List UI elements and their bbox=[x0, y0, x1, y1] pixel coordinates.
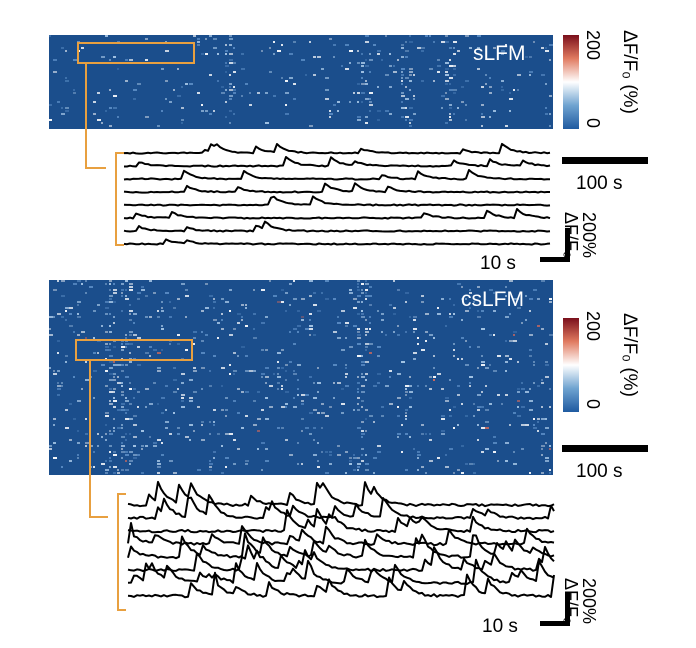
slfm-scale-bar-100s bbox=[562, 157, 648, 164]
cslfm-colorbar-label: ΔF/F₀ (%) bbox=[619, 313, 640, 397]
figure-canvas bbox=[49, 35, 648, 626]
cslfm-colorbar-max: 200 bbox=[583, 311, 603, 342]
slfm-title: sLFM bbox=[473, 42, 526, 65]
cslfm-inset-amp-bar bbox=[565, 592, 570, 626]
slfm-colorbar-max: 200 bbox=[583, 30, 603, 61]
cslfm-inset-time-label: 10 s bbox=[482, 616, 518, 637]
activity-trace bbox=[124, 156, 551, 168]
slfm-inset-amp-bar bbox=[565, 228, 570, 262]
slfm-highlight-box bbox=[77, 42, 195, 64]
activity-trace bbox=[127, 544, 555, 573]
slfm-colorbar bbox=[563, 35, 579, 129]
activity-trace bbox=[127, 494, 555, 521]
activity-trace bbox=[123, 182, 550, 194]
cslfm-highlight-box bbox=[75, 339, 193, 361]
cslfm-inset-time-bar bbox=[540, 621, 570, 626]
slfm-inset-time-label: 10 s bbox=[480, 253, 516, 274]
slfm-scale-bar-label: 100 s bbox=[576, 173, 623, 194]
cslfm-heatmap-pixels bbox=[49, 280, 553, 474]
cslfm-inset-amp-label: 200% ΔF/F₀ bbox=[561, 578, 599, 625]
panel-slfm bbox=[49, 35, 648, 262]
activity-trace bbox=[123, 169, 551, 181]
activity-trace bbox=[127, 480, 555, 508]
cslfm-trace-bracket bbox=[117, 493, 126, 611]
cslfm-traces bbox=[127, 480, 555, 599]
activity-trace bbox=[127, 558, 555, 585]
slfm-heatmap-pixels bbox=[49, 35, 553, 127]
slfm-trace-bracket bbox=[115, 152, 124, 246]
cslfm-colorbar-min: 0 bbox=[583, 399, 603, 410]
activity-trace bbox=[123, 208, 551, 220]
activity-trace bbox=[127, 571, 555, 599]
activity-trace bbox=[123, 195, 551, 207]
slfm-connector-line bbox=[85, 63, 106, 169]
activity-trace bbox=[127, 522, 555, 547]
cslfm-scale-bar-label: 100 s bbox=[576, 461, 623, 482]
slfm-traces bbox=[123, 142, 551, 246]
activity-trace bbox=[127, 508, 555, 534]
slfm-inset-time-bar bbox=[540, 257, 570, 262]
slfm-colorbar-label: ΔF/F₀ (%) bbox=[619, 30, 640, 114]
cslfm-title: csLFM bbox=[461, 288, 524, 311]
cslfm-scale-bar-100s bbox=[562, 445, 648, 452]
activity-trace bbox=[127, 532, 555, 560]
panel-cslfm bbox=[49, 280, 648, 626]
cslfm-colorbar bbox=[563, 318, 579, 412]
slfm-colorbar-min: 0 bbox=[583, 118, 603, 129]
activity-trace bbox=[123, 142, 551, 155]
activity-trace bbox=[123, 220, 551, 233]
activity-trace bbox=[123, 238, 551, 246]
cslfm-connector-line bbox=[89, 360, 108, 518]
slfm-inset-amp-label: 200% ΔF/F₀ bbox=[561, 212, 599, 259]
